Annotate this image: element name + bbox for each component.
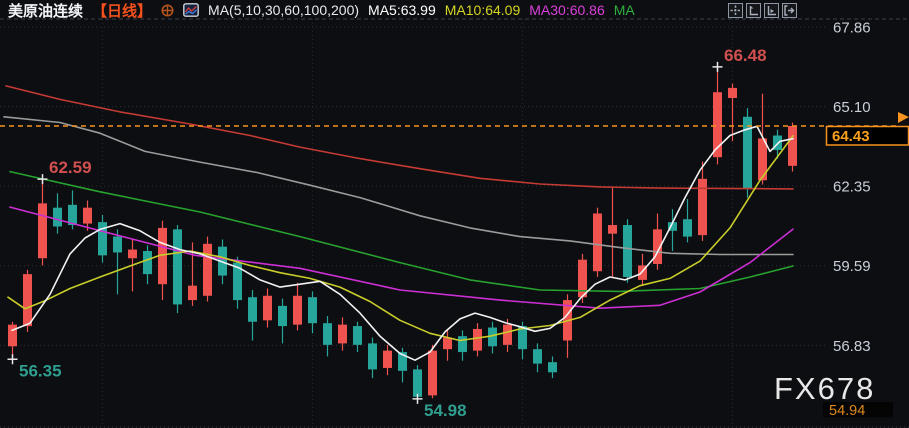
candle <box>608 187 617 278</box>
ma10-value: MA10:64.09 <box>444 2 521 18</box>
ma-line-ma100 <box>3 116 794 256</box>
candle <box>278 298 287 344</box>
swing-low-annotation: 54.98 <box>412 393 467 420</box>
y-axis-tick-label: 62.35 <box>833 179 871 196</box>
candle <box>233 256 242 309</box>
annotations: 62.59 66.48 56.35 54.98 <box>7 46 767 420</box>
watermark: FX678 <box>774 371 876 406</box>
candle <box>623 219 632 283</box>
candle <box>173 225 182 314</box>
candle <box>293 282 302 331</box>
cross-marker-icon <box>412 393 423 404</box>
ma-line-ma30 <box>9 206 794 310</box>
candle <box>308 291 317 334</box>
ma-line-ma200 <box>5 85 794 190</box>
candle <box>98 214 107 263</box>
ma-line-ma60 <box>9 170 794 293</box>
candle <box>83 200 92 231</box>
swing-high-annotation: 66.48 <box>712 46 767 72</box>
candle <box>473 323 482 357</box>
candle <box>158 220 167 301</box>
crosshair-move-button[interactable] <box>728 3 743 18</box>
candle <box>503 318 512 353</box>
candle <box>458 330 467 361</box>
candle <box>113 229 122 295</box>
indicator-chart-icon[interactable] <box>183 3 199 17</box>
candle <box>683 199 692 243</box>
axis-scale-right-button[interactable] <box>764 3 779 18</box>
visible-low-badge: 54.94 <box>823 402 893 419</box>
scroll-to-latest-marker[interactable] <box>898 112 909 123</box>
candle <box>563 294 572 358</box>
candle <box>413 365 422 399</box>
candle <box>23 269 32 332</box>
cross-marker-icon <box>7 354 18 365</box>
ma5-value: MA5:63.99 <box>368 2 436 18</box>
price-axis: 67.86 65.10 62.35 59.59 56.83 <box>833 19 871 354</box>
candle <box>728 83 737 142</box>
ma-line-ma5 <box>11 125 794 362</box>
last-price-badge: 64.43 <box>825 125 909 146</box>
pop-out-button[interactable] <box>782 3 797 18</box>
candle <box>263 288 272 328</box>
candles <box>8 66 797 399</box>
candle <box>758 93 767 185</box>
visible-low-value: 54.94 <box>829 403 865 419</box>
candle <box>593 207 602 278</box>
y-axis-tick-label: 67.86 <box>833 19 871 36</box>
candle <box>653 213 662 270</box>
axis-scale-left-button[interactable] <box>746 3 761 18</box>
candle <box>443 328 452 361</box>
last-price-value: 64.43 <box>832 128 870 145</box>
swing-price-label: 54.98 <box>424 401 467 420</box>
period-tag: 【日线】 <box>92 2 153 20</box>
candle <box>323 315 332 357</box>
candle <box>578 253 587 303</box>
candle <box>548 356 557 379</box>
ma-line-ma10 <box>7 135 794 342</box>
candle <box>248 289 257 341</box>
candle <box>143 245 152 285</box>
ma-settings-label[interactable]: MA(5,10,30,60,100,200) <box>208 2 360 18</box>
candle <box>353 321 362 353</box>
swing-price-label: 62.59 <box>49 158 92 177</box>
swing-high-annotation: 62.59 <box>37 158 92 185</box>
swing-price-label: 56.35 <box>19 361 62 380</box>
chart-toolbar <box>728 3 797 18</box>
candle <box>743 108 752 198</box>
candle <box>338 317 347 351</box>
candle <box>488 321 497 354</box>
cross-marker-icon <box>712 61 723 72</box>
candle <box>698 161 707 241</box>
candle <box>638 253 647 286</box>
candle <box>53 193 62 234</box>
chart-header: 美原油连续 【日线】 MA(5,10,30,60,100,200) MA5:63… <box>0 0 909 20</box>
swing-price-label: 66.48 <box>724 46 767 65</box>
y-axis-tick-label: 65.10 <box>833 99 871 116</box>
candle <box>668 209 677 252</box>
candle <box>428 344 437 399</box>
target-icon[interactable] <box>161 4 174 17</box>
candle <box>398 347 407 383</box>
cross-marker-icon <box>37 174 48 185</box>
candle <box>8 321 17 360</box>
candle <box>788 122 797 172</box>
candle <box>533 343 542 373</box>
y-axis-tick-label: 59.59 <box>833 258 871 275</box>
symbol-name: 美原油连续 <box>8 2 84 20</box>
ma60-value: MA <box>613 2 635 18</box>
ma30-value: MA30:60.86 <box>529 2 605 18</box>
y-axis-tick-label: 56.83 <box>833 338 871 355</box>
candle <box>368 337 377 379</box>
candle <box>203 236 212 302</box>
swing-low-annotation: 56.35 <box>7 354 62 380</box>
last-price-line <box>0 112 909 127</box>
candle <box>38 179 47 266</box>
candle <box>383 344 392 376</box>
grid <box>0 18 909 428</box>
